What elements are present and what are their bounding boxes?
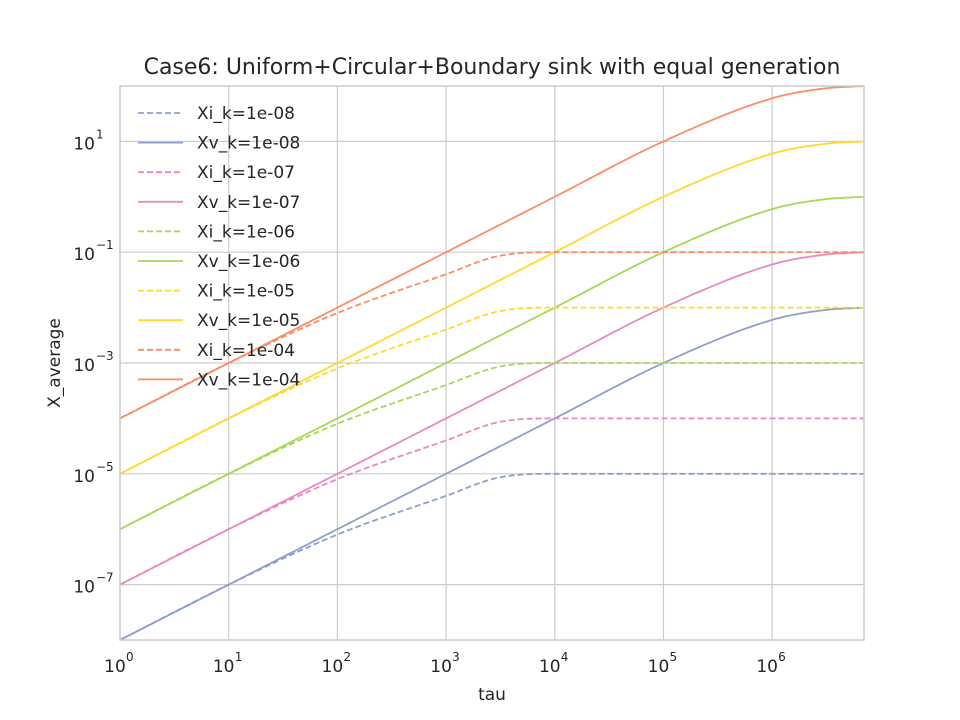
- series-line-Xv_k=1e-04: [119, 85, 865, 420]
- legend-label: Xv_k=1e-07: [197, 193, 300, 213]
- legend: Xi_k=1e-08 Xv_k=1e-08 Xi_k=1e-07 Xv_k=1e-07…: [138, 104, 300, 390]
- x-tick-label: 10 2: [322, 650, 351, 677]
- series-line-Xi_k=1e-05: [119, 306, 864, 475]
- x-tick-base: 10: [104, 657, 126, 677]
- x-tick-base: 10: [322, 657, 344, 677]
- x-tick-exponent: 1: [235, 650, 243, 664]
- x-tick-base: 10: [430, 657, 452, 677]
- y-tick-label: 10 1: [73, 127, 103, 154]
- legend-label: Xi_k=1e-04: [197, 341, 295, 361]
- series-line-Xi_k=1e-06: [119, 362, 864, 531]
- legend-item: Xi_k=1e-05: [138, 282, 295, 302]
- legend-item: Xi_k=1e-07: [138, 163, 295, 183]
- legend-item: Xv_k=1e-07: [138, 193, 300, 213]
- y-tick-base: 10: [73, 245, 95, 265]
- x-tick-exponent: 6: [778, 650, 786, 664]
- x-tick-base: 10: [539, 657, 561, 677]
- y-tick-label: 10−1: [73, 238, 113, 265]
- x-tick-exponent: 3: [452, 650, 460, 664]
- x-tick-exponent: 5: [669, 650, 677, 664]
- y-tick-base: 10: [73, 467, 95, 487]
- legend-label: Xv_k=1e-06: [197, 252, 300, 272]
- legend-label: Xv_k=1e-08: [197, 134, 300, 154]
- legend-label: Xi_k=1e-07: [197, 163, 295, 183]
- y-tick-label: 10 −5: [73, 460, 113, 487]
- legend-item: Xi_k=1e-04: [138, 341, 295, 361]
- series-line-Xi_k=1e-08: [119, 472, 864, 641]
- y-tick-base: 10: [73, 578, 95, 598]
- legend-label: Xv_k=1e-04: [197, 370, 300, 390]
- legend-label: Xi_k=1e-08: [197, 104, 295, 124]
- series-line-Xi_k=1e-04: [119, 251, 864, 420]
- y-tick-exponent: 1: [96, 127, 104, 141]
- y-tick-exponent: −3: [96, 349, 114, 363]
- x-tick-base: 10: [213, 657, 235, 677]
- x-tick-labels: 10 0 10 1 10 2 10 3 10 4 10 5 10 6: [104, 650, 786, 677]
- x-tick-label: 10 5: [648, 650, 677, 677]
- x-tick-base: 10: [756, 657, 778, 677]
- legend-item: Xv_k=1e-08: [138, 134, 300, 154]
- plot-frame: [119, 85, 865, 641]
- y-tick-label: 10 −7: [73, 571, 113, 598]
- legend-item: Xv_k=1e-06: [138, 252, 300, 272]
- y-tick-exponent: −7: [96, 571, 114, 585]
- x-tick-base: 10: [648, 657, 670, 677]
- legend-label: Xi_k=1e-06: [197, 222, 295, 242]
- legend-item: Xv_k=1e-05: [138, 311, 300, 331]
- legend-item: Xv_k=1e-04: [138, 370, 300, 390]
- x-tick-label: 10 4: [539, 650, 568, 677]
- legend-label: Xv_k=1e-05: [197, 311, 300, 331]
- legend-item: Xi_k=1e-08: [138, 104, 295, 124]
- series-line-Xi_k=1e-07: [119, 417, 864, 586]
- x-tick-label: 10 1: [213, 650, 242, 677]
- x-tick-label: 10 6: [756, 650, 785, 677]
- y-tick-labels: 10−710−510 −310−110 1: [73, 127, 113, 597]
- y-axis-label: X_average: [45, 318, 65, 408]
- legend-item: Xi_k=1e-06: [138, 222, 295, 242]
- legend-label: Xi_k=1e-05: [197, 282, 295, 302]
- x-tick-label: 10 0: [104, 650, 133, 677]
- y-tick-label: 10 −3: [73, 349, 113, 376]
- x-tick-exponent: 0: [126, 650, 134, 664]
- x-tick-label: 10 3: [430, 650, 459, 677]
- y-tick-base: 10: [73, 134, 95, 154]
- x-axis-label: tau: [478, 685, 506, 705]
- chart-title: Case6: Uniform+Circular+Boundary sink wi…: [144, 55, 841, 80]
- x-tick-exponent: 4: [561, 650, 569, 664]
- series-lines: [119, 85, 865, 641]
- x-tick-exponent: 2: [343, 650, 351, 664]
- y-tick-base: 10: [73, 356, 95, 376]
- y-tick-exponent: −5: [96, 460, 114, 474]
- y-tick-exponent: −1: [96, 238, 114, 252]
